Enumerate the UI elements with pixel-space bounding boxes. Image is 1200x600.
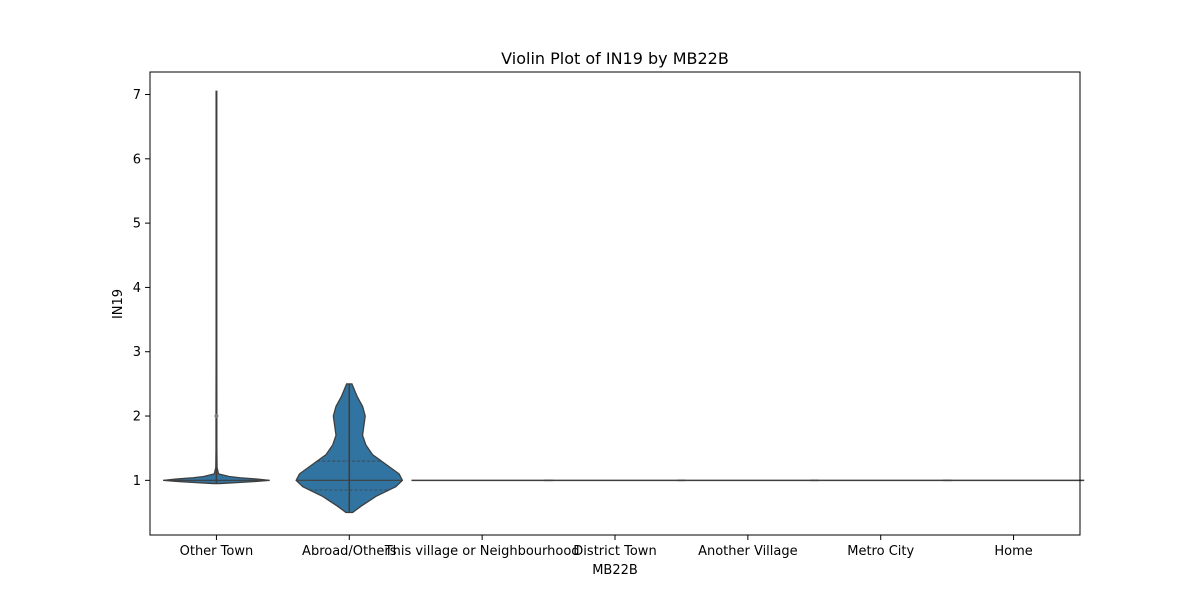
- violin-outlier-point: [214, 414, 219, 419]
- y-tick-label: 5: [133, 217, 141, 232]
- y-tick-label: 2: [133, 410, 141, 425]
- y-tick-label: 3: [133, 345, 141, 360]
- x-tick-label: Other Town: [180, 544, 254, 559]
- x-axis-label: MB22B: [592, 563, 638, 578]
- y-tick-label: 6: [133, 152, 141, 167]
- x-tick-label: Another Village: [698, 544, 798, 559]
- y-tick-label: 4: [133, 281, 141, 296]
- x-tick-label: Home: [994, 544, 1032, 559]
- y-axis-label: IN19: [111, 289, 126, 319]
- x-tick-label: District Town: [573, 544, 656, 559]
- plot-frame: [149, 71, 1081, 536]
- plot-area: [163, 90, 1085, 514]
- y-tick-label: 1: [133, 474, 141, 489]
- y-tick-label: 7: [133, 88, 141, 103]
- x-tick-label: This village or Neighbourhood: [384, 544, 580, 559]
- x-tick-label: Metro City: [847, 544, 914, 559]
- chart-title: Violin Plot of IN19 by MB22B: [501, 49, 729, 68]
- x-tick-label: Abroad/Others: [302, 544, 397, 559]
